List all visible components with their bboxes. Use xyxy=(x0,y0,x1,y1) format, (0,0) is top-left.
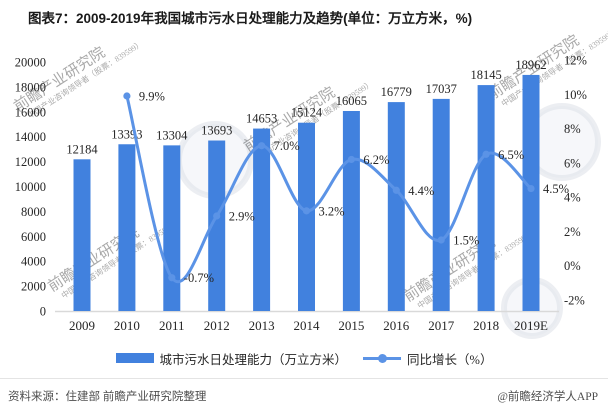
bar-2009 xyxy=(73,159,91,311)
bar-value-label: 12184 xyxy=(66,142,98,156)
x-axis-label: 2017 xyxy=(428,318,455,333)
bar-2012 xyxy=(208,140,226,311)
growth-point-2011 xyxy=(168,274,176,282)
growth-point-label: 9.9% xyxy=(139,90,165,104)
growth-point-label: 6.2% xyxy=(363,153,389,167)
bar-value-label: 18145 xyxy=(470,68,501,82)
growth-point-2013 xyxy=(258,142,266,150)
left-axis-tick: 0 xyxy=(40,305,46,319)
right-axis-tick: 12% xyxy=(564,54,587,68)
bar-2015 xyxy=(342,110,360,311)
x-axis-label: 2011 xyxy=(159,318,185,333)
left-axis-tick: 6000 xyxy=(21,230,46,244)
growth-point-label: 7.0% xyxy=(274,139,300,153)
bar-2018 xyxy=(477,85,495,311)
x-axis-label: 2015 xyxy=(338,318,364,333)
growth-point-2014 xyxy=(302,207,311,215)
bar-value-label: 13304 xyxy=(156,128,188,142)
bar-value-label: 16065 xyxy=(336,94,367,108)
right-axis-tick: 6% xyxy=(564,156,581,170)
legend-bar-label: 城市污水日处理能力（万立方米） xyxy=(159,352,348,367)
growth-point-2010 xyxy=(123,92,131,100)
bar-2014 xyxy=(298,122,315,311)
growth-point-label: 4.4% xyxy=(408,184,434,198)
left-axis-tick: 4000 xyxy=(21,255,46,269)
chart-title: 图表7：2009-2019年我国城市污水日处理能力及趋势(单位：万立方米，%) xyxy=(28,11,473,26)
growth-point-2016 xyxy=(392,186,400,194)
growth-point-label: 2.9% xyxy=(229,210,255,224)
bar-2017 xyxy=(432,98,450,312)
bar-value-label: 13393 xyxy=(111,127,142,141)
bar-value-label: 15124 xyxy=(291,106,323,120)
growth-point-2017 xyxy=(437,236,445,244)
source-note: 资料来源：住建部 前瞻产业研究院整理 xyxy=(8,390,207,403)
bar-value-label: 18962 xyxy=(515,58,546,72)
bar-value-label: 16779 xyxy=(381,85,412,99)
bar-2016 xyxy=(387,102,405,312)
growth-line xyxy=(125,94,533,283)
bar-2011 xyxy=(163,145,181,311)
x-axis-label: 2014 xyxy=(294,318,321,333)
growth-point-label: 6.5% xyxy=(498,148,524,162)
bar-value-label: 13693 xyxy=(201,124,232,138)
legend-item-bar: 城市污水日处理能力（万立方米） xyxy=(115,349,348,368)
bar-series-swatch-icon xyxy=(115,353,154,363)
left-axis-tick: 16000 xyxy=(15,105,46,119)
bar-2019E xyxy=(522,74,540,312)
growth-point-label: 3.2% xyxy=(319,204,345,218)
bar-value-label: 17037 xyxy=(426,82,457,96)
growth-point-label: 4.5% xyxy=(543,182,569,196)
right-axis-tick: -2% xyxy=(564,294,585,308)
right-axis-tick: 4% xyxy=(564,191,581,205)
chart-legend: 城市污水日处理能力（万立方米） 同比增长（%） xyxy=(0,348,608,368)
left-axis-tick: 18000 xyxy=(15,80,46,94)
left-axis-tick: 10000 xyxy=(15,180,46,194)
x-axis-label: 2009 xyxy=(69,318,95,333)
growth-point-2018 xyxy=(482,150,490,158)
growth-point-label: 1.5% xyxy=(453,234,479,248)
chart-footer: 资料来源：住建部 前瞻产业研究院整理 @前瞻经济学人APP xyxy=(0,378,608,418)
left-axis-tick: 12000 xyxy=(15,155,46,169)
x-axis-label: 2012 xyxy=(204,318,230,333)
credit-note: @前瞻经济学人APP xyxy=(497,390,598,403)
left-axis-tick: 20000 xyxy=(15,56,46,70)
right-axis-tick: 10% xyxy=(564,88,587,102)
growth-point-2019E xyxy=(527,184,535,193)
x-axis-label: 2013 xyxy=(249,318,275,333)
x-axis-label: 2018 xyxy=(473,318,499,333)
bar-2010 xyxy=(118,144,136,311)
right-axis-tick: 0% xyxy=(564,259,581,273)
growth-point-label: -0.7% xyxy=(184,271,214,285)
bar-value-label: 14653 xyxy=(246,112,277,126)
line-series-swatch-icon xyxy=(363,353,402,363)
right-axis-tick: 8% xyxy=(564,122,581,136)
legend-line-label: 同比增长（%） xyxy=(407,352,493,367)
bar-2013 xyxy=(253,128,271,311)
left-axis-tick: 8000 xyxy=(21,205,46,219)
right-axis-tick: 2% xyxy=(564,225,581,239)
x-axis-label: 2019E xyxy=(514,318,548,333)
x-axis-label: 2010 xyxy=(114,318,140,333)
growth-point-2012 xyxy=(213,212,221,220)
growth-point-2015 xyxy=(347,155,355,164)
legend-item-line: 同比增长（%） xyxy=(363,349,492,368)
left-axis-tick: 2000 xyxy=(21,280,46,294)
x-axis-label: 2016 xyxy=(383,318,410,333)
left-axis-tick: 14000 xyxy=(15,130,46,144)
